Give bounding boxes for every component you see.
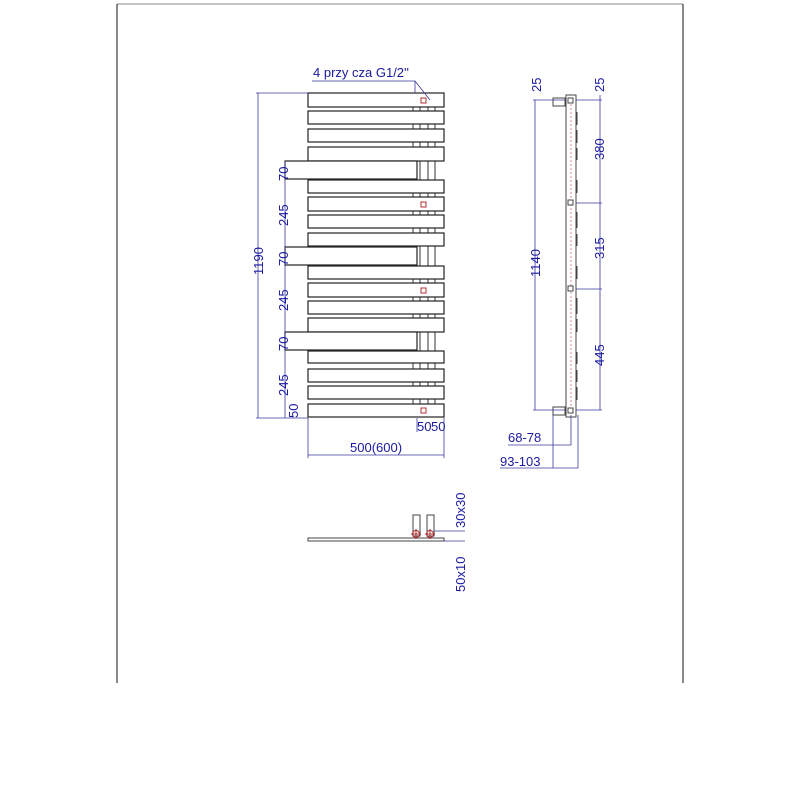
- segment-label: 245: [276, 374, 291, 396]
- radiator-bars: [284, 92, 445, 418]
- bar: [307, 146, 445, 162]
- spacing-label: 315: [592, 237, 607, 259]
- side-height-label: 1140: [528, 249, 543, 277]
- bar: [307, 350, 445, 364]
- bar-size-label: 50x10: [453, 557, 468, 592]
- depth-outer-label: 93-103: [500, 454, 540, 469]
- valve-icon: [425, 529, 435, 539]
- segment-label: 70: [276, 337, 291, 351]
- bar: [284, 160, 418, 180]
- bar: [307, 368, 445, 383]
- width-label: 500(600): [350, 440, 402, 455]
- offset-label: 50: [431, 419, 445, 434]
- segment-label: 245: [276, 204, 291, 226]
- bar: [307, 300, 445, 315]
- bar: [307, 179, 445, 194]
- bar: [307, 317, 445, 333]
- segment-label: 70: [276, 167, 291, 181]
- top-view: 30x30 50x10: [307, 493, 468, 592]
- page-frame: [116, 3, 684, 683]
- side-view: 1140 25 25 380 315 445 68-78 93-103: [500, 78, 607, 469]
- top-right-label: 25: [592, 78, 607, 92]
- bar: [307, 385, 445, 400]
- bar: [307, 110, 445, 125]
- bar: [307, 403, 445, 418]
- bar: [284, 331, 418, 351]
- spacing-label: 380: [592, 138, 607, 160]
- connection-label: 4 przy cza G1/2'': [313, 65, 409, 80]
- bar: [307, 232, 445, 247]
- bar: [307, 214, 445, 229]
- bar: [307, 265, 445, 280]
- valve-icon: [411, 529, 421, 539]
- connection-icon: [420, 201, 427, 208]
- bar: [307, 92, 445, 108]
- bar: [307, 196, 445, 212]
- bar: [284, 246, 418, 266]
- bar: [307, 128, 445, 143]
- connection-icon: [420, 287, 427, 294]
- spacing-label: 445: [592, 344, 607, 366]
- depth-inner-label: 68-78: [508, 430, 541, 445]
- connection-icon: [420, 407, 427, 414]
- top-left-label: 25: [529, 78, 544, 92]
- bracket-label: 30x30: [453, 493, 468, 528]
- connection-points: [420, 97, 427, 414]
- front-view: 4 przy cza G1/2'' 1190 70 245 70 245 70 …: [251, 65, 445, 458]
- height-total-label: 1190: [251, 247, 266, 275]
- segment-label: 70: [276, 252, 291, 266]
- offset-label: 50: [417, 419, 431, 434]
- bar: [307, 282, 445, 298]
- segment-label: 245: [276, 289, 291, 311]
- connection-icon: [420, 97, 427, 104]
- segment-label: 50: [286, 404, 301, 418]
